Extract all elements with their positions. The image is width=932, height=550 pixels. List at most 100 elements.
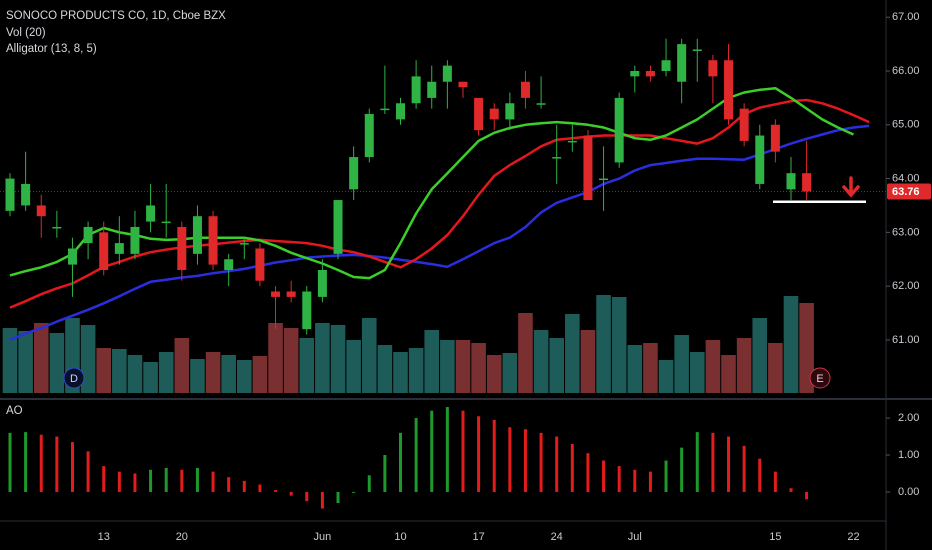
- last-price-box: [887, 183, 931, 200]
- candle-body: [364, 114, 374, 158]
- volume-bar: [49, 333, 65, 393]
- volume-bar: [2, 328, 18, 393]
- volume-bar: [783, 296, 799, 393]
- ao-bar: [492, 419, 496, 492]
- candle-body: [99, 232, 109, 270]
- event-dividend[interactable]: [63, 367, 85, 389]
- volume-bar: [361, 318, 377, 393]
- candle-body: [536, 103, 546, 105]
- ao-bar: [149, 469, 153, 492]
- volume-bar: [611, 297, 627, 393]
- volume-bar: [424, 330, 440, 393]
- volume-bar: [799, 303, 814, 393]
- y-tick-label: 66.00: [892, 65, 920, 77]
- event-dividend-label[interactable]: D: [70, 373, 78, 385]
- y-tick-label: 67.00: [892, 11, 920, 23]
- volume-bar: [112, 349, 127, 393]
- volume-bar: [252, 356, 268, 393]
- volume-bar: [237, 360, 252, 393]
- candle-body: [661, 60, 671, 71]
- volume-bar: [596, 295, 611, 393]
- y-tick-label: 62.00: [892, 280, 920, 292]
- volume-bar: [190, 359, 205, 393]
- event-earnings-label[interactable]: E: [816, 373, 823, 385]
- x-tick-label: Jun: [314, 531, 332, 543]
- ao-bar: [180, 469, 184, 492]
- ao-bar: [555, 436, 559, 492]
- ao-bar: [648, 471, 652, 492]
- candle-body: [724, 60, 734, 120]
- volume-bar: [440, 340, 455, 393]
- candle-body: [677, 44, 687, 82]
- volume-bar: [533, 330, 549, 393]
- ao-y-tick-label: 2.00: [898, 412, 919, 424]
- ao-bar: [383, 455, 387, 492]
- volume-bar: [80, 325, 96, 393]
- volume-bar: [143, 362, 158, 393]
- candle-body: [255, 248, 265, 281]
- candle-body: [161, 221, 171, 224]
- volume-bar: [127, 355, 143, 393]
- ao-bar: [711, 432, 715, 492]
- volume-bar: [18, 331, 33, 393]
- ao-bar: [633, 469, 637, 492]
- volume-bar: [33, 323, 49, 393]
- ao-bar: [399, 432, 402, 492]
- candle-body: [36, 205, 46, 217]
- ao-bar: [24, 432, 28, 492]
- ao-bar: [586, 453, 590, 492]
- ao-bar: [430, 410, 434, 492]
- volume-bar: [627, 345, 643, 393]
- volume-bar: [299, 338, 315, 393]
- y-tick-label: 61.00: [892, 334, 920, 346]
- ao-title: AO: [6, 405, 23, 417]
- event-earnings[interactable]: [809, 367, 831, 389]
- volume-bar: [689, 352, 705, 393]
- candle-body: [427, 81, 437, 98]
- x-tick-label: 10: [394, 531, 406, 543]
- ao-bar: [664, 460, 668, 492]
- candle-body: [380, 108, 390, 111]
- candle-body: [489, 108, 499, 120]
- volume-bar: [518, 313, 533, 393]
- ao-bar: [133, 473, 137, 492]
- ao-bar: [86, 451, 90, 492]
- ao-bar: [102, 466, 106, 492]
- x-tick-label: 15: [769, 531, 781, 543]
- candle-body: [614, 97, 624, 163]
- volume-bar: [705, 340, 721, 393]
- candle-body: [208, 216, 218, 265]
- volume-bar: [580, 330, 596, 393]
- ao-y-tick-label: 1.00: [898, 449, 919, 461]
- candle-body: [692, 49, 702, 51]
- candle-body: [21, 183, 31, 206]
- candle-body: [224, 259, 234, 270]
- ao-bar: [727, 436, 731, 492]
- candle-body: [52, 226, 62, 229]
- ao-bar: [539, 432, 543, 492]
- volume-bar: [502, 353, 518, 393]
- ao-bar: [805, 491, 809, 500]
- volume-bar: [346, 340, 361, 393]
- volume-bar: [174, 338, 190, 393]
- ao-y-tick-label: 0.00: [898, 486, 919, 498]
- candle-body: [349, 157, 359, 190]
- x-tick-label: 20: [176, 531, 188, 543]
- candle-body: [645, 70, 655, 77]
- candle-body: [802, 173, 812, 192]
- candle-body: [239, 243, 249, 245]
- candle-body: [286, 291, 296, 297]
- ao-bar: [164, 467, 168, 492]
- arrow-annotation: [842, 176, 860, 198]
- ao-bar: [211, 471, 215, 492]
- ao-bar: [39, 434, 43, 492]
- candle-body: [271, 291, 281, 297]
- candle-body: [630, 70, 640, 77]
- ao-bar: [508, 427, 512, 492]
- volume-bar: [455, 340, 471, 393]
- candle-body: [708, 60, 718, 77]
- volume-bar: [158, 352, 174, 393]
- ao-bar: [758, 458, 762, 492]
- candle-body: [317, 269, 327, 297]
- ao-bar: [8, 432, 12, 492]
